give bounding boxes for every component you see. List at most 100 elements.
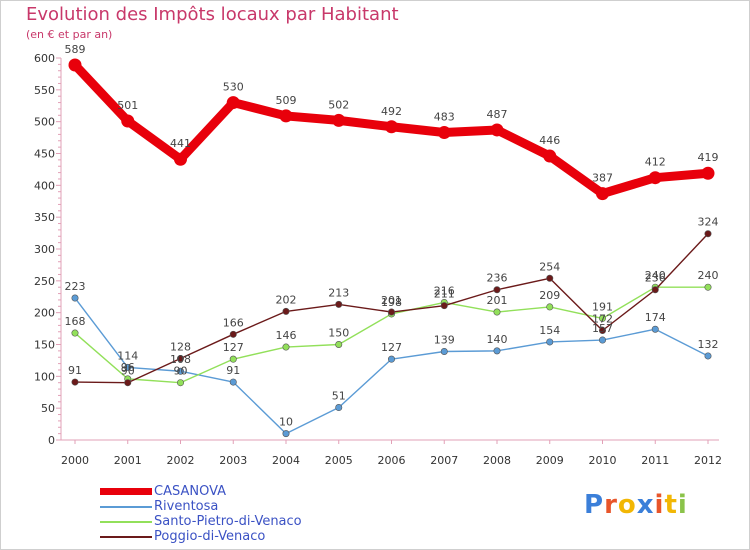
data-label: 254: [539, 260, 560, 273]
data-label: 211: [434, 288, 455, 301]
data-label: 114: [117, 349, 138, 362]
data-label: 213: [328, 286, 349, 299]
legend-label-casanova: CASANOVA: [154, 484, 227, 499]
chart-title: Evolution des Impôts locaux par Habitant: [26, 4, 399, 25]
data-point: [546, 338, 554, 346]
data-label: 492: [381, 105, 402, 118]
legend-label-poggio: Poggio-di-Venaco: [154, 529, 266, 544]
data-label: 236: [645, 272, 666, 285]
data-point: [124, 379, 132, 387]
x-tick-label: 2000: [61, 454, 89, 467]
data-point: [279, 109, 293, 123]
data-label: 150: [328, 327, 349, 340]
data-label: 96: [121, 361, 135, 374]
data-label: 132: [698, 338, 719, 351]
data-point: [332, 113, 346, 127]
data-point: [229, 355, 237, 363]
data-label: 157: [592, 322, 613, 335]
chart-subtitle: (en € et par an): [26, 28, 113, 41]
data-label: 146: [276, 329, 297, 342]
data-point: [71, 378, 79, 386]
legend-label-riventosa: Riventosa: [154, 499, 219, 514]
data-point: [490, 123, 504, 137]
x-tick-label: 2012: [694, 454, 722, 467]
data-point: [493, 347, 501, 355]
data-point: [701, 166, 715, 180]
data-label: 441: [170, 137, 191, 150]
data-point: [651, 325, 659, 333]
data-label: 324: [698, 216, 719, 229]
y-tick-label: 350: [34, 211, 55, 224]
data-point: [282, 307, 290, 315]
data-point: [598, 326, 606, 334]
data-label: 387: [592, 172, 613, 185]
data-point: [493, 308, 501, 316]
legend-label-santo-pietro: Santo-Pietro-di-Venaco: [154, 514, 302, 529]
data-point: [68, 58, 82, 72]
data-point: [437, 125, 451, 139]
data-point: [387, 308, 395, 316]
y-tick-label: 400: [34, 179, 55, 192]
y-tick-label: 150: [34, 339, 55, 352]
data-label: 240: [698, 269, 719, 282]
data-point: [226, 96, 240, 110]
data-point: [598, 314, 606, 322]
data-label: 174: [645, 311, 666, 324]
data-label: 412: [645, 156, 666, 169]
data-point: [387, 355, 395, 363]
data-point: [543, 149, 557, 163]
y-tick-label: 500: [34, 116, 55, 129]
x-tick-label: 2008: [483, 454, 511, 467]
data-label: 240: [645, 269, 666, 282]
data-point: [71, 294, 79, 302]
x-tick-label: 2004: [272, 454, 300, 467]
data-label: 51: [332, 390, 346, 403]
y-tick-label: 50: [41, 402, 55, 415]
data-point: [229, 378, 237, 386]
x-tick-label: 2003: [219, 454, 247, 467]
data-label: 90: [174, 365, 188, 378]
data-point: [704, 352, 712, 360]
data-point: [385, 120, 398, 134]
data-label: 198: [381, 296, 402, 309]
data-label: 216: [434, 284, 455, 297]
data-point: [546, 274, 554, 282]
data-label: 154: [539, 324, 560, 337]
data-label: 501: [117, 99, 138, 112]
x-tick-label: 2007: [430, 454, 458, 467]
x-tick-label: 2006: [378, 454, 406, 467]
data-point: [648, 171, 662, 185]
data-label: 419: [698, 151, 719, 164]
legend-swatch-santo-pietro: [100, 521, 152, 523]
data-label: 166: [223, 316, 244, 329]
legend-swatch-riventosa: [100, 506, 152, 508]
data-point: [177, 379, 185, 387]
data-label: 91: [226, 364, 240, 377]
data-label: 483: [434, 110, 455, 123]
data-point: [124, 363, 132, 371]
data-label: 139: [434, 334, 455, 347]
x-tick-label: 2009: [536, 454, 564, 467]
data-point: [598, 336, 606, 344]
data-label: 90: [121, 365, 135, 378]
y-tick-label: 250: [34, 275, 55, 288]
data-label: 446: [539, 134, 560, 147]
proxiti-logo: Proxiti: [584, 490, 688, 520]
x-tick-label: 2002: [167, 454, 195, 467]
y-tick-label: 300: [34, 243, 55, 256]
data-point: [546, 303, 554, 311]
data-point: [174, 152, 187, 166]
data-point: [493, 286, 501, 294]
x-tick-label: 2010: [589, 454, 617, 467]
y-tick-label: 100: [34, 370, 55, 383]
data-point: [335, 340, 343, 348]
data-label: 127: [223, 341, 244, 354]
x-tick-label: 2001: [114, 454, 142, 467]
data-label: 502: [328, 98, 349, 111]
data-label: 168: [65, 315, 86, 328]
data-label: 487: [487, 108, 508, 121]
data-point: [651, 286, 659, 294]
data-point: [177, 355, 185, 363]
data-label: 191: [592, 300, 613, 313]
